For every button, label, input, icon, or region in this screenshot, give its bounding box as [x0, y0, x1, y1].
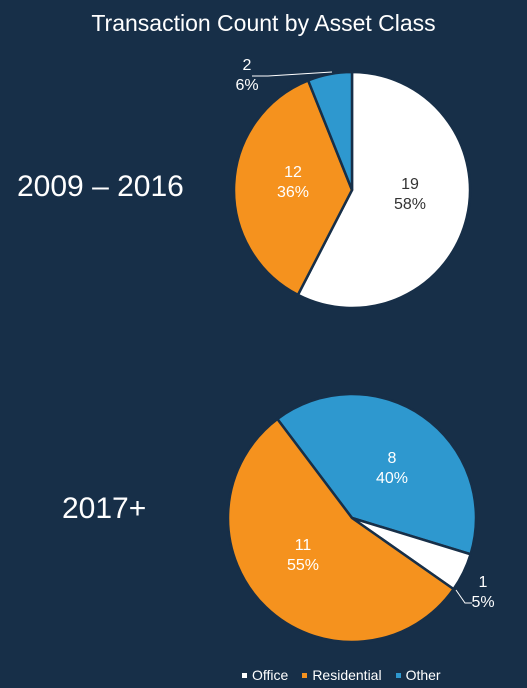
legend-label-other: Other [405, 667, 441, 683]
pie-slice-residential-0 [232, 79, 354, 297]
data-label-other-1: 8 40% [376, 450, 408, 487]
legend-item-other: Other [395, 667, 441, 683]
legend-label-residential: Residential [312, 667, 382, 683]
legend-item-residential: Residential [302, 667, 382, 683]
legend-item-office: Office [242, 667, 288, 683]
legend: Office Residential Other [242, 667, 441, 683]
data-label-residential-1: 11 55% [287, 537, 319, 574]
data-label-office-0: 19 58% [394, 176, 426, 213]
pie-1: 1 5% 11 55% 8 40% [226, 392, 495, 644]
pie-slice-other-0 [306, 70, 354, 192]
period-label-2009-2016: 2009 – 2016 [17, 170, 184, 203]
period-label-2017-plus: 2017+ [62, 492, 147, 525]
legend-swatch-other [395, 672, 401, 678]
chart-title: Transaction Count by Asset Class [91, 10, 436, 36]
data-label-residential-0: 12 36% [277, 164, 309, 201]
pie-slice-other-1 [276, 392, 478, 556]
pie-slice-office-0 [296, 70, 472, 310]
legend-swatch-residential [302, 672, 308, 678]
pie-0: 19 58% 12 36% 2 6% [232, 57, 472, 310]
legend-swatch-office [242, 672, 247, 678]
legend-label-office: Office [252, 667, 289, 683]
data-label-office-1: 1 5% [471, 574, 494, 611]
leader-line-other-0 [252, 71, 333, 77]
data-label-other-0: 2 6% [235, 57, 258, 94]
pie-slice-residential-1 [226, 417, 455, 644]
leader-line-office-1 [455, 589, 472, 604]
